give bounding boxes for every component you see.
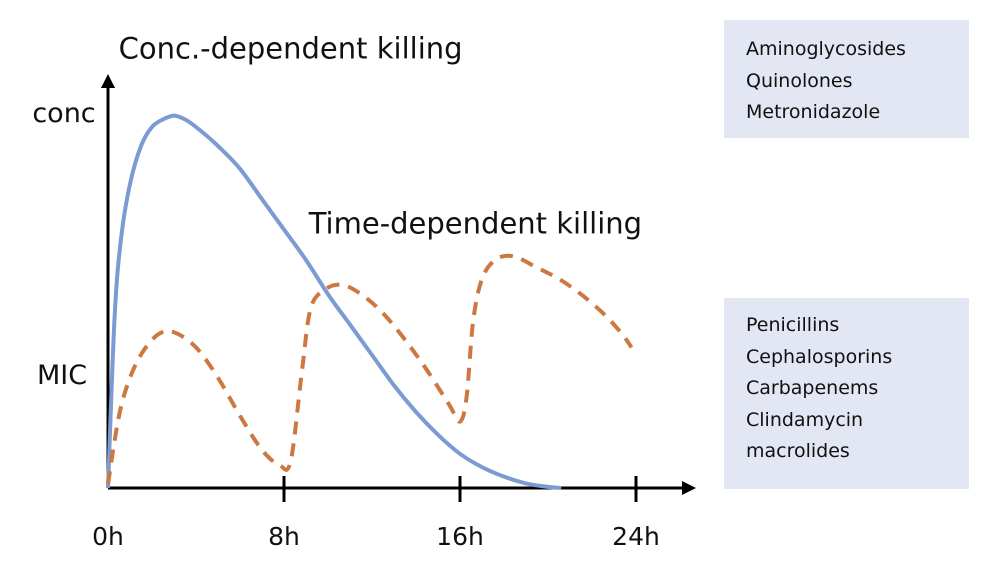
- x-tick-label: 8h: [268, 522, 300, 551]
- conc-dependent-curve: [106, 113, 562, 490]
- drug-item: Carbapenems: [746, 377, 879, 399]
- y-axis-label: conc: [32, 98, 95, 129]
- time-dependent-drug-box: Penicillins Cephalosporins Carbapenems C…: [724, 298, 969, 489]
- chart-series: [106, 113, 634, 490]
- x-tick-label: 24h: [612, 522, 660, 551]
- time-dependent-title: Time-dependent killing: [308, 206, 642, 240]
- drug-item: Quinolones: [746, 69, 853, 92]
- drug-item: Cephalosporins: [746, 345, 893, 368]
- y-axis-arrow: [101, 74, 115, 88]
- conc-dependent-drug-box: Aminoglycosides Quinolones Metronidazole: [724, 20, 969, 138]
- mic-label: MIC: [37, 360, 87, 391]
- conc-dependent-title: Conc.-dependent killing: [119, 32, 463, 66]
- drug-item: Clindamycin: [746, 408, 864, 431]
- time-dependent-curve: [106, 253, 634, 485]
- drug-item: Aminoglycosides: [746, 38, 906, 60]
- chart-labels: 0h 8h 16h 24h conc MIC Conc.-dependent killing…: [32, 32, 659, 551]
- x-axis-arrow: [682, 481, 696, 495]
- drug-item: macrolides: [746, 440, 850, 462]
- chart-axes: [101, 74, 696, 502]
- drug-item: Metronidazole: [746, 101, 881, 123]
- drug-item: Penicillins: [746, 314, 840, 336]
- x-tick-label: 16h: [436, 522, 484, 551]
- x-tick-label: 0h: [92, 522, 124, 551]
